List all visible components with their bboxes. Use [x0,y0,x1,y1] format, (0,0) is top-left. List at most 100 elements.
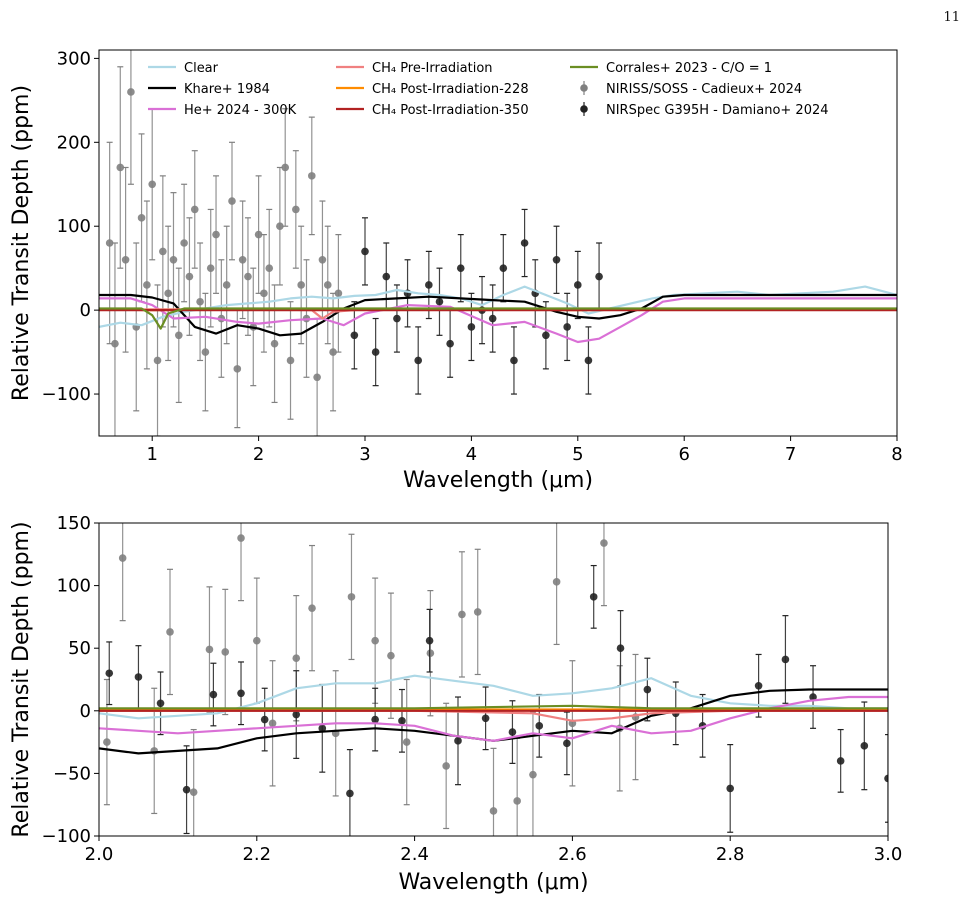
data-point [425,636,434,645]
data-point [121,255,130,264]
data-point [111,339,119,348]
data-point [318,724,327,733]
data-point [254,230,263,239]
data-point [292,710,301,719]
data-point [552,578,561,586]
data-point [489,807,498,815]
data-point [595,272,603,281]
data-point [180,239,188,247]
data-point [347,593,356,601]
data-point [228,197,236,205]
data-point [237,534,245,542]
x-axis-label: Wavelength (μm) [398,870,588,895]
series-line-khare-1984 [99,688,888,755]
plot-frame [98,522,889,837]
data-point [414,356,423,365]
x-tick-label: 5 [572,444,583,465]
data-point [563,323,571,331]
x-tick-label: 2.6 [558,844,587,865]
plot-area [99,523,888,836]
data-point [212,230,220,239]
data-point [435,297,444,306]
data-point [329,348,337,356]
legend-item: NIRISS/SOSS - Cadieux+ 2024 [580,81,802,97]
data-point [600,539,608,547]
data-point [169,255,178,264]
data-point [137,214,146,222]
legend-item: Corrales+ 2023 - C/O = 1 [570,61,772,76]
data-point [105,239,114,247]
legend-item: He+ 2024 - 300K [148,103,297,118]
legend-item: CH₄ Pre-Irradiation [336,61,493,76]
y-tick-label: −100 [42,384,91,405]
data-point [643,685,652,694]
data-point [281,163,290,172]
data-point [233,365,242,373]
y-tick-label: 0 [80,701,91,722]
legend: Clear Khare+ 1984 He+ 2024 - 300K CH₄ Pre-I… [148,61,829,118]
legend-item: CH₄ Post-Irradiation-350 [336,103,529,118]
legend-swatch-marker [580,105,588,113]
data-point [884,774,888,783]
data-point [382,272,391,281]
data-point [456,264,465,272]
data-point [563,739,571,748]
x-axis-label: Wavelength (μm) [403,468,593,493]
y-tick-label: −50 [53,763,91,784]
data-point [529,770,537,779]
data-point [393,314,401,323]
x-tick-label: 2.8 [716,844,745,865]
legend-label: Clear [184,61,219,76]
series-line-corrales-2023-c-o-1 [99,704,888,710]
legend-label: Khare+ 1984 [184,82,270,97]
data-point [402,738,411,746]
x-tick-label: 7 [785,444,796,465]
legend-item: CH₄ Post-Irradiation-228 [336,82,529,97]
series-niriss-soss-cadieux-2024 [103,523,640,836]
legend-label: NIRISS/SOSS - Cadieux+ 2024 [606,82,802,97]
data-point [185,272,194,281]
data-point [313,373,321,382]
data-point [292,205,300,214]
y-tick-label: 0 [80,300,91,321]
y-tick-label: 100 [57,216,91,237]
data-point [222,281,231,289]
data-point [175,331,183,340]
data-point [616,644,625,652]
data-point [488,314,497,323]
data-point [190,205,199,214]
x-tick-label: 1 [146,444,157,465]
data-point [318,255,327,264]
data-point [260,289,268,298]
data-point [134,673,143,681]
data-point [205,645,214,654]
legend-label: CH₄ Post-Irradiation-350 [372,103,529,118]
data-point [268,719,277,728]
data-point [442,762,450,770]
data-point [499,264,508,272]
data-point [574,281,582,289]
data-point [552,255,561,264]
chart-panel-1: 1 2 3 4 5 6 7 8 −100 0 100 200 300 Wavelength (μm) Rel… [9,48,903,493]
data-point [276,222,284,231]
y-axis-label: Relative Transit Depth (ppm) [9,521,34,837]
series-line-khare-1984 [99,293,897,337]
data-point [425,281,433,289]
data-point [292,654,301,663]
plot-frame [98,49,898,437]
data-point [361,247,369,256]
data-point [836,757,845,765]
data-point [308,172,316,180]
y-tick-label: 300 [57,48,91,69]
legend-label: Corrales+ 2023 - C/O = 1 [606,61,772,76]
data-point [860,742,869,750]
data-point [127,88,135,96]
data-point [508,728,517,736]
data-point [346,789,354,798]
data-point [589,593,598,601]
data-point [286,356,295,365]
series-niriss-soss-cadieux-2024 [105,50,343,436]
data-point [260,715,269,724]
data-point [237,689,245,698]
